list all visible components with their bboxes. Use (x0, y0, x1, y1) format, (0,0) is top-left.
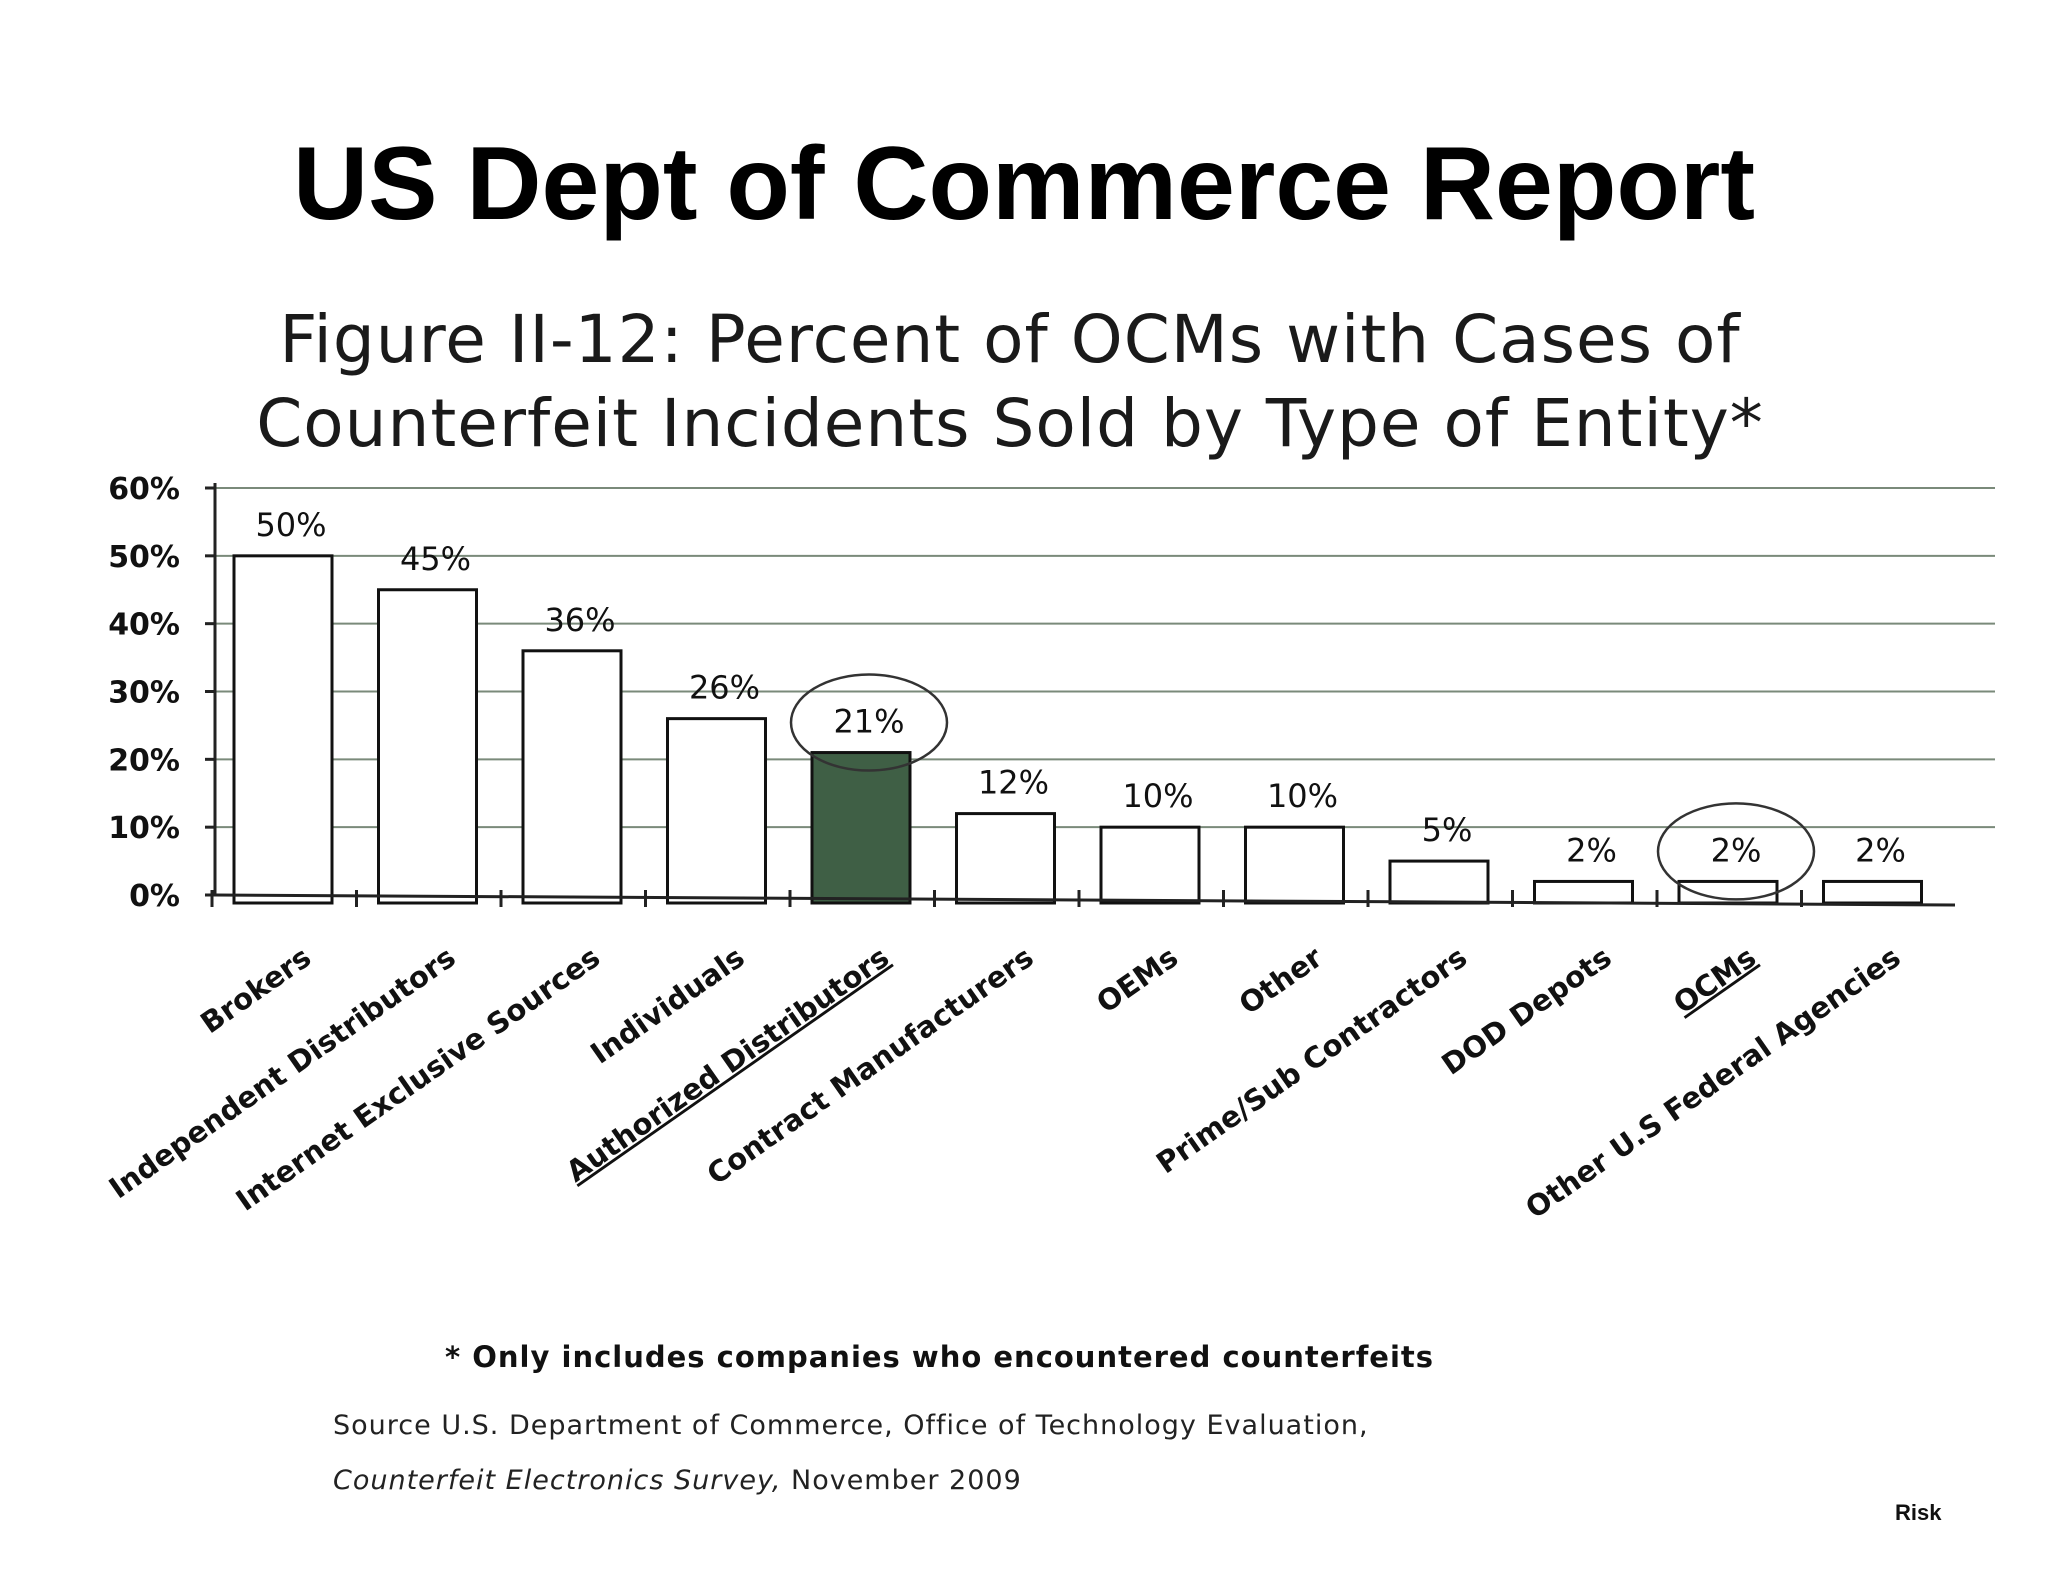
source-line-1: Source U.S. Department of Commerce, Offi… (333, 1410, 1369, 1441)
category-label: Brokers (194, 940, 317, 1040)
corner-label: Risk (1895, 1500, 1942, 1525)
bar (810, 751, 912, 905)
chart-title-line-2: Counterfeit Incidents Sold by Type of En… (256, 385, 1764, 462)
y-tick-label: 0% (129, 879, 180, 914)
bar (666, 717, 767, 905)
y-tick-label: 30% (108, 676, 180, 711)
value-label: 5% (1422, 811, 1473, 849)
value-label: 36% (544, 601, 615, 639)
value-label: 10% (1122, 777, 1193, 815)
value-label: 45% (400, 540, 471, 578)
grid-lines (215, 487, 1995, 829)
category-label: OCMs (1667, 940, 1762, 1021)
bar (1099, 825, 1201, 905)
x-axis-line (214, 893, 1956, 907)
source-survey-name: Counterfeit Electronics Survey, (333, 1465, 782, 1496)
bar (1533, 879, 1634, 905)
value-label: 50% (255, 506, 326, 544)
value-label: 21% (833, 703, 904, 741)
category-label: Other (1233, 939, 1329, 1021)
chart-title-line-1: Figure II-12: Percent of OCMs with Cases… (279, 301, 1741, 378)
value-label: 26% (689, 669, 760, 707)
y-tick-label: 50% (108, 540, 180, 575)
bar (377, 588, 478, 905)
y-tick-label: 20% (108, 743, 180, 778)
highlight-circle (789, 673, 949, 772)
value-label: 10% (1267, 777, 1338, 815)
bar (955, 812, 1056, 905)
slide-title: US Dept of Commerce Report (293, 126, 1755, 242)
value-label: 2% (1855, 831, 1906, 869)
value-labels: 50% 45% 36% 26% 21% 12% 10% 10% 5% 2% 2% 2% (255, 506, 1905, 870)
bars (232, 554, 1923, 905)
bar (232, 554, 334, 905)
chart-title: Figure II-12: Percent of OCMs with Cases… (150, 298, 1870, 466)
bar (1822, 879, 1923, 905)
footnote: * Only includes companies who encountere… (445, 1340, 1435, 1374)
value-label: 12% (978, 764, 1049, 802)
source-date: November 2009 (781, 1465, 1022, 1496)
y-axis: 0% 10% 20% 30% 40% 50% 60% (108, 472, 217, 914)
y-tick-label: 60% (108, 472, 180, 507)
y-tick-label: 10% (108, 811, 180, 846)
bar (1244, 825, 1345, 905)
value-label: 2% (1711, 831, 1762, 869)
highlight-annotations (789, 673, 1816, 901)
y-tick-label: 40% (108, 608, 180, 643)
category-label: OEMs (1090, 940, 1184, 1020)
bar (1388, 859, 1490, 905)
highlight-circle (1656, 802, 1816, 901)
source-line-2: Counterfeit Electronics Survey, November… (333, 1465, 1022, 1496)
bar (521, 649, 623, 905)
value-label: 2% (1566, 831, 1617, 869)
